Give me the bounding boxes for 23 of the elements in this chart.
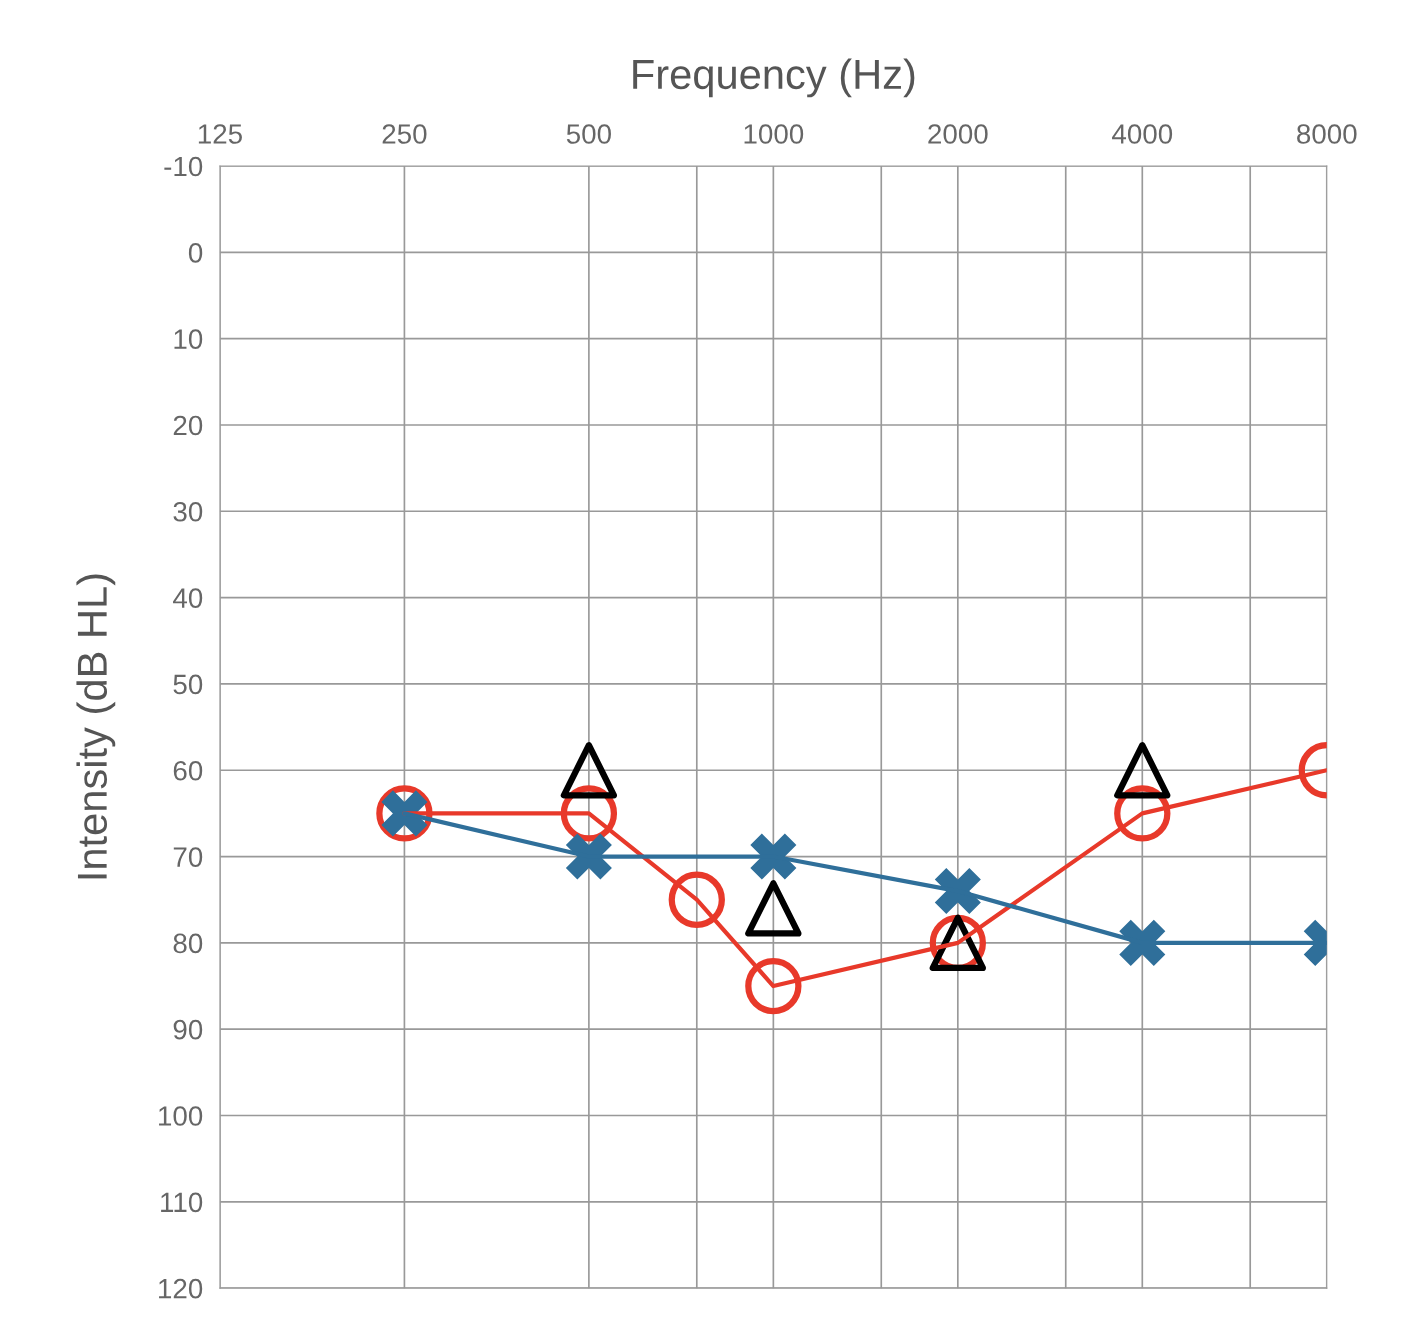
y-tick-label: 20 (173, 415, 203, 436)
y-axis-title: Intensity (dB HL) (76, 574, 116, 879)
y-tick-label: 90 (173, 1019, 203, 1040)
y-tick-label: 80 (173, 933, 203, 954)
y-tick-label: -10 (164, 156, 203, 177)
y-tick-label: 30 (173, 501, 203, 522)
x-axis-title: Frequency (Hz) (633, 58, 915, 98)
x-tick-label: 1000 (744, 124, 804, 144)
y-tick-label: 110 (161, 1192, 203, 1213)
y-tick-label: 40 (173, 588, 203, 608)
y-tick-label: 10 (174, 329, 203, 349)
y-tick-label: 100 (159, 1106, 203, 1126)
y-tick-label: 60 (173, 760, 203, 781)
y-tick-label: 50 (173, 674, 203, 695)
y-tick-label: 70 (173, 847, 203, 867)
y-tick-label: 0 (188, 242, 203, 263)
x-tick-label: 125 (198, 124, 242, 144)
x-tick-label: 500 (566, 124, 611, 144)
x-tick-label: 4000 (1112, 124, 1173, 144)
x-tick-label: 2000 (928, 124, 988, 144)
y-tick-label: 120 (159, 1278, 203, 1299)
x-tick-label: 250 (382, 124, 427, 144)
x-tick-label: 8000 (1297, 124, 1357, 144)
